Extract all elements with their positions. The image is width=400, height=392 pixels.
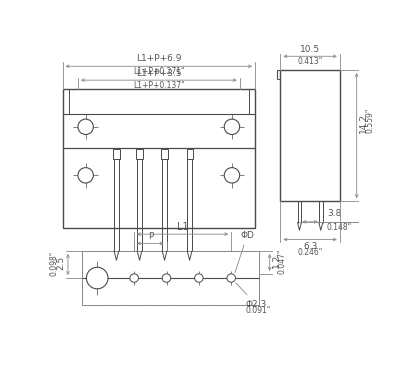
Text: 0.047": 0.047" (277, 248, 286, 274)
Text: P: P (148, 232, 153, 241)
Circle shape (195, 274, 203, 282)
Bar (280, 70, 340, 201)
Text: 6.3: 6.3 (303, 242, 317, 251)
Circle shape (224, 168, 240, 183)
Circle shape (78, 168, 93, 183)
Text: L1+P+0.271": L1+P+0.271" (133, 67, 184, 76)
Bar (186, 149, 193, 159)
Circle shape (162, 274, 171, 282)
Text: 1.2: 1.2 (272, 254, 281, 268)
Text: 14.2: 14.2 (359, 113, 368, 132)
Text: L1: L1 (177, 222, 188, 232)
Bar (162, 149, 168, 159)
Circle shape (130, 274, 138, 282)
Circle shape (86, 267, 108, 289)
Bar (62, 89, 255, 228)
Bar (113, 149, 120, 159)
Text: 0.091": 0.091" (246, 306, 271, 315)
Text: 10.5: 10.5 (300, 45, 320, 54)
Text: 0.098": 0.098" (50, 250, 59, 276)
Text: 3.8: 3.8 (327, 209, 341, 218)
Text: L1+P+0.137": L1+P+0.137" (133, 81, 185, 90)
Bar (136, 149, 143, 159)
Circle shape (224, 119, 240, 134)
Text: 0.148": 0.148" (327, 223, 352, 232)
Text: 0.559": 0.559" (365, 107, 374, 132)
Text: ΦD: ΦD (235, 230, 254, 272)
Text: 0.413": 0.413" (298, 57, 323, 66)
Text: 0.246": 0.246" (298, 248, 323, 257)
Text: Φ2.3: Φ2.3 (236, 283, 266, 309)
Circle shape (227, 274, 236, 282)
Bar (82, 251, 259, 305)
Text: L1+P+6.9: L1+P+6.9 (136, 54, 182, 63)
Text: 2.5: 2.5 (57, 256, 66, 270)
Circle shape (78, 119, 93, 134)
Text: L1+P+3.5: L1+P+3.5 (136, 69, 182, 78)
